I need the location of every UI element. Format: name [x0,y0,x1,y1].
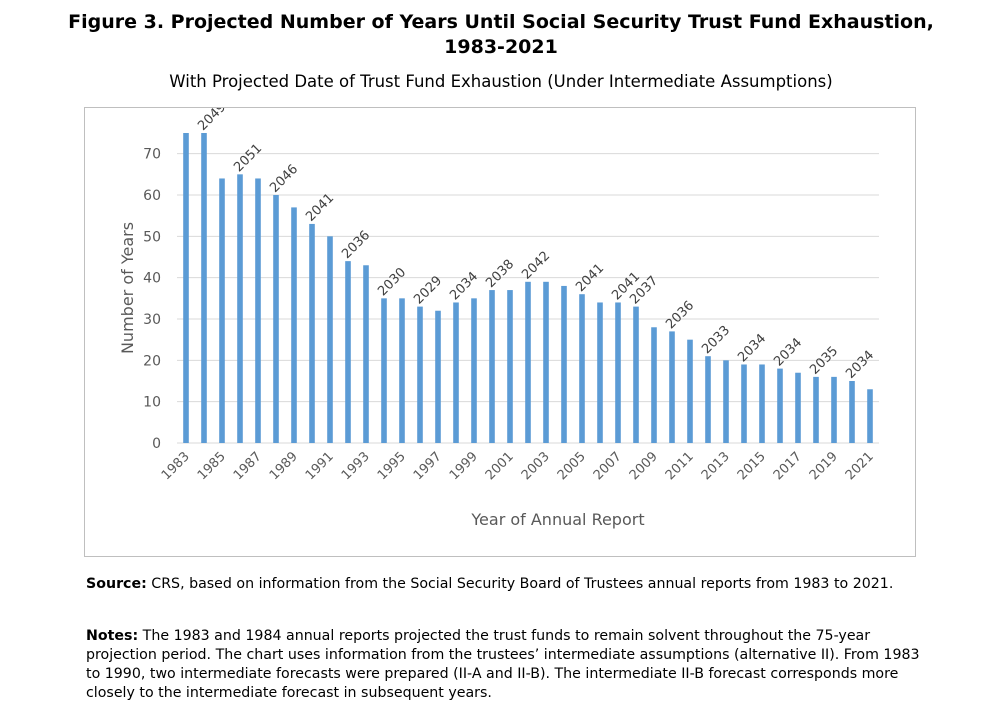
x-tick-label: 2005 [555,449,589,483]
y-tick-label: 70 [143,147,161,163]
bar [201,133,207,443]
source-note: Source: CRS, based on information from t… [86,575,926,594]
x-tick-label: 2003 [519,449,553,483]
x-tick-label: 2015 [735,449,769,483]
bar [669,331,675,443]
x-tick-label: 1991 [303,449,337,483]
figure-title: Figure 3. Projected Number of Years Unti… [0,10,1002,60]
bar [633,306,639,443]
bar [237,174,243,443]
data-label: 2034 [771,335,805,369]
notes: Notes: The 1983 and 1984 annual reports … [86,627,926,703]
y-tick-label: 30 [143,312,161,328]
data-label: 2036 [663,298,697,332]
chart-frame: 0 10 20 30 40 50 60 70 1983 1985 1987 1989 1991 1993 1… [84,107,916,557]
bar [507,290,513,443]
x-tick-label: 2007 [591,449,625,483]
figure-subtitle: With Projected Date of Trust Fund Exhaus… [169,72,833,91]
data-label: 2029 [411,273,445,307]
x-tick-label: 1983 [159,449,193,483]
bar [759,364,765,443]
x-tick-label: 1987 [231,449,265,483]
y-tick-label: 50 [143,229,161,245]
data-label: 2036 [339,228,373,262]
bar [345,261,351,443]
bar [813,376,819,443]
bar [363,265,369,443]
y-tick-label: 60 [143,188,161,204]
bar [255,178,261,443]
notes-lead: Notes: [86,628,139,644]
data-label: 2038 [483,257,517,291]
source-lead: Source: [86,576,147,592]
x-tick-label: 2013 [699,449,733,483]
x-tick-label: 1993 [339,449,373,483]
bar [543,281,549,443]
bar [687,339,693,443]
data-label: 2034 [447,269,481,303]
notes-text: The 1983 and 1984 annual reports project… [86,628,920,701]
bar [453,302,459,443]
figure-title-line1: Figure 3. Projected Number of Years Unti… [68,11,934,33]
bar [579,294,585,443]
bar [795,372,801,443]
bar [219,178,225,443]
data-label: 2051 [231,141,265,175]
data-label: 2034 [843,348,877,382]
bar [849,381,855,443]
bar [399,298,405,443]
x-tick-label: 2021 [843,449,877,483]
bar [183,133,189,443]
data-label: 2049 [195,108,229,134]
bar [381,298,387,443]
x-tick-label: 1989 [267,449,301,483]
data-label: 2033 [699,323,733,357]
x-axis-title: Year of Annual Report [470,510,644,529]
bar [741,364,747,443]
data-label: 2041 [303,191,337,225]
bar [777,368,783,443]
x-tick-label: 1995 [375,449,409,483]
x-tick-label: 2011 [663,449,697,483]
bar [615,302,621,443]
data-label: 2030 [375,265,409,299]
bar [705,356,711,443]
y-tick-label: 0 [152,436,161,452]
data-label: 2046 [267,162,301,196]
bar [291,207,297,443]
bar [525,281,531,443]
bar [273,195,279,443]
bar [435,310,441,443]
bar [831,376,837,443]
bar [651,327,657,443]
y-tick-label: 40 [143,271,161,287]
x-tick-label: 2009 [627,449,661,483]
y-axis-title: Number of Years [118,222,137,354]
source-text: CRS, based on information from the Socia… [151,576,894,592]
bar [327,236,333,443]
bar [309,223,315,443]
x-tick-label: 2001 [483,449,517,483]
bar [561,285,567,443]
bar [471,298,477,443]
bar [489,290,495,443]
x-tick-label: 2019 [807,449,841,483]
x-tick-label: 1985 [195,449,229,483]
x-tick-label: 1997 [411,449,445,483]
bar [417,306,423,443]
bar [597,302,603,443]
bar [723,360,729,443]
x-tick-label: 1999 [447,449,481,483]
y-tick-label: 10 [143,395,161,411]
x-tick-label: 2017 [771,449,805,483]
bar [867,389,873,443]
figure-title-line2: 1983-2021 [444,36,558,58]
y-tick-label: 20 [143,353,161,369]
